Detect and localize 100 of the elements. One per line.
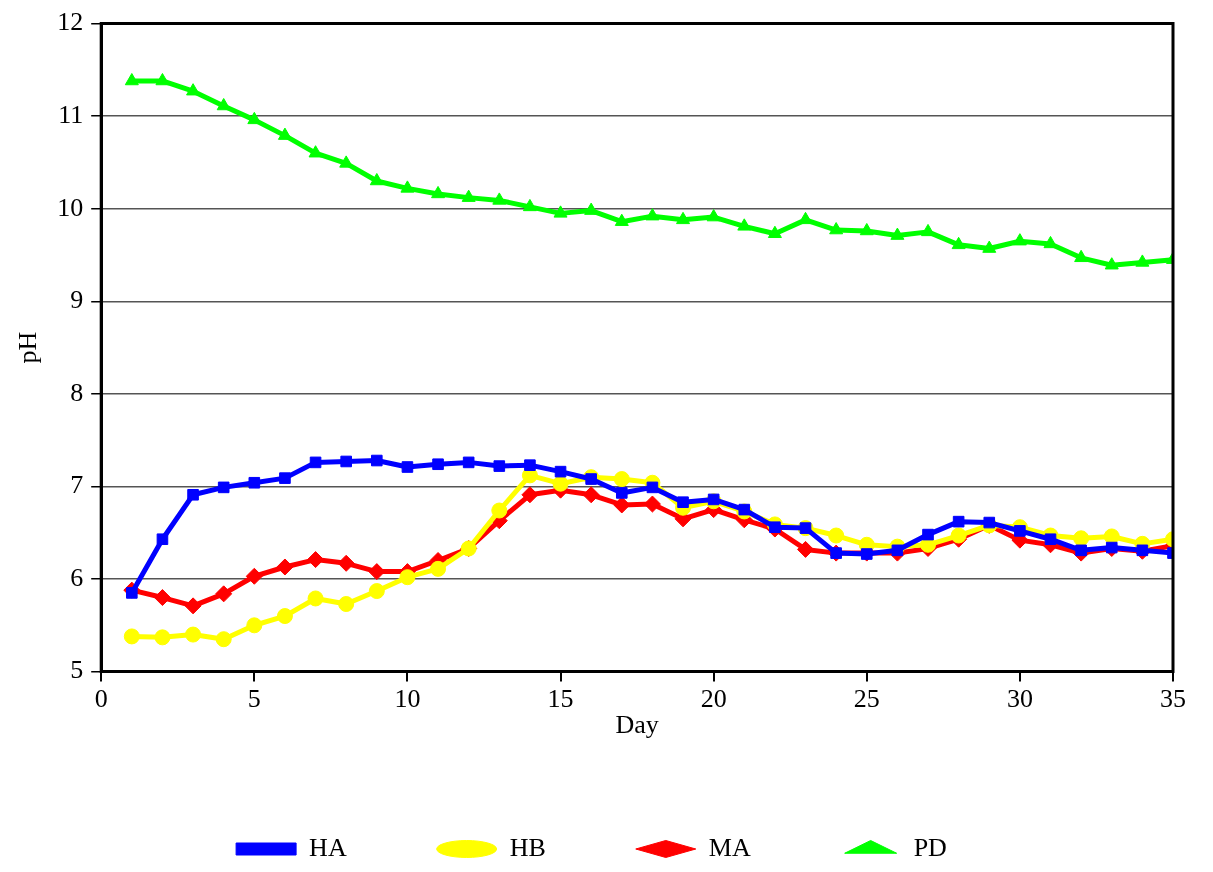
point bbox=[1074, 249, 1089, 263]
legend-label: HA bbox=[309, 832, 347, 862]
y-tick-label: 9 bbox=[70, 285, 84, 315]
point bbox=[491, 502, 508, 519]
point bbox=[399, 569, 416, 586]
point bbox=[154, 629, 171, 646]
y-tick-label: 8 bbox=[70, 377, 84, 407]
point bbox=[767, 225, 782, 238]
point bbox=[798, 211, 813, 225]
point bbox=[185, 626, 202, 643]
point bbox=[1073, 530, 1090, 547]
point bbox=[431, 185, 446, 199]
point bbox=[891, 544, 904, 557]
y-tick-label: 5 bbox=[70, 655, 84, 685]
point bbox=[368, 583, 385, 600]
point bbox=[307, 590, 324, 607]
point bbox=[554, 465, 567, 478]
point bbox=[369, 172, 384, 186]
point bbox=[860, 548, 873, 560]
point bbox=[706, 209, 721, 222]
y-tick-label: 7 bbox=[70, 470, 84, 500]
x-tick-label: 5 bbox=[247, 684, 261, 714]
point bbox=[950, 527, 967, 544]
point bbox=[276, 608, 293, 625]
point bbox=[952, 515, 965, 528]
point bbox=[1014, 525, 1026, 537]
point bbox=[1044, 533, 1057, 546]
point bbox=[797, 540, 815, 558]
point bbox=[983, 516, 996, 529]
y-tick-label: 10 bbox=[57, 192, 84, 222]
point bbox=[951, 236, 966, 250]
point bbox=[737, 218, 752, 231]
point bbox=[401, 461, 414, 473]
point bbox=[216, 97, 231, 111]
point bbox=[371, 454, 383, 467]
point bbox=[1075, 544, 1087, 557]
x-tick-label: 15 bbox=[547, 684, 574, 714]
y-axis-title: pH bbox=[13, 331, 43, 364]
x-tick-label: 20 bbox=[700, 684, 727, 714]
point bbox=[308, 145, 323, 158]
point bbox=[187, 488, 199, 501]
point bbox=[829, 222, 844, 235]
point bbox=[153, 589, 171, 607]
point bbox=[615, 487, 628, 499]
point bbox=[337, 554, 355, 572]
point bbox=[430, 560, 447, 577]
point bbox=[245, 567, 263, 585]
point bbox=[646, 481, 659, 494]
point bbox=[184, 597, 202, 615]
point bbox=[432, 458, 444, 471]
point bbox=[339, 155, 354, 168]
point bbox=[493, 460, 506, 472]
point bbox=[645, 208, 660, 221]
x-tick-label: 0 bbox=[94, 684, 108, 714]
x-tick-label: 10 bbox=[394, 684, 421, 714]
point bbox=[1104, 257, 1119, 270]
point bbox=[276, 558, 294, 576]
point bbox=[279, 472, 291, 484]
point bbox=[677, 496, 689, 508]
point bbox=[340, 455, 352, 468]
point bbox=[248, 476, 261, 489]
point bbox=[614, 213, 629, 226]
x-tick-label: 35 bbox=[1160, 684, 1186, 714]
point bbox=[462, 456, 475, 469]
point bbox=[1043, 235, 1058, 249]
point bbox=[553, 205, 568, 218]
point bbox=[156, 533, 169, 546]
point bbox=[707, 493, 720, 506]
point bbox=[246, 617, 263, 634]
point bbox=[982, 240, 997, 253]
point bbox=[155, 72, 170, 86]
point bbox=[769, 521, 781, 533]
point bbox=[738, 503, 751, 516]
point bbox=[215, 585, 233, 603]
point bbox=[828, 527, 845, 544]
point bbox=[1103, 528, 1120, 545]
point bbox=[522, 198, 537, 212]
point bbox=[123, 628, 140, 645]
point bbox=[124, 72, 139, 86]
point bbox=[1012, 233, 1027, 246]
point bbox=[338, 596, 355, 613]
y-tick-label: 11 bbox=[58, 100, 84, 129]
point bbox=[1135, 254, 1150, 267]
point bbox=[552, 475, 569, 492]
point bbox=[859, 222, 874, 236]
y-tick-label: 12 bbox=[57, 7, 84, 37]
point bbox=[521, 486, 539, 504]
point bbox=[613, 471, 630, 488]
point bbox=[524, 459, 536, 471]
point bbox=[217, 481, 230, 494]
legend-label: MA bbox=[708, 832, 751, 862]
point bbox=[277, 127, 292, 140]
legend-label: HB bbox=[509, 832, 546, 862]
point bbox=[582, 486, 600, 504]
point bbox=[400, 180, 415, 193]
point bbox=[492, 192, 507, 205]
y-tick-label: 6 bbox=[70, 562, 84, 592]
legend-label: PD bbox=[913, 832, 947, 862]
point bbox=[215, 631, 232, 648]
point bbox=[309, 456, 322, 469]
